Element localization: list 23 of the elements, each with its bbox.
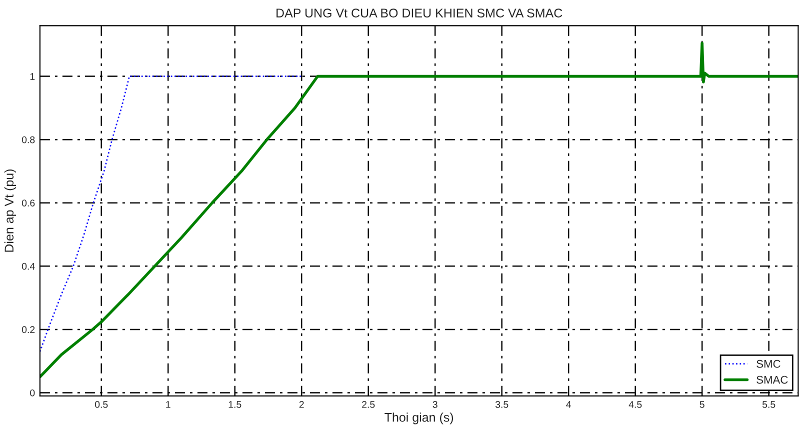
x-tick-label: 3.5	[495, 401, 508, 408]
y-tick-label: 0.6	[22, 200, 35, 206]
x-tick-label: 5	[700, 401, 704, 408]
x-tick-label: 4.5	[628, 401, 642, 408]
x-tick-label: 3	[432, 401, 438, 408]
y-tick-label: 1	[30, 73, 35, 80]
chart-title: DAP UNG Vt CUA BO DIEU KHIEN SMC VA SMAC	[276, 8, 562, 18]
legend-label: SMC	[756, 360, 780, 368]
x-tick-label: 5.5	[762, 401, 776, 408]
y-tick-label: 0	[30, 389, 35, 396]
x-tick-label: 4	[566, 401, 572, 408]
y-tick-label: 0.8	[22, 136, 35, 144]
y-tick-label: 0.4	[22, 262, 35, 270]
line-series	[40, 76, 302, 352]
x-tick-label: 0.5	[94, 401, 108, 408]
y-tick-label: 0.2	[22, 326, 35, 334]
x-axis-title: Thoi gian (s)	[384, 412, 454, 424]
y-axis-title: Dien ap Vt (pu)	[4, 170, 16, 252]
legend-label: SMAC	[756, 376, 788, 384]
x-tick-label: 1	[166, 401, 170, 408]
x-tick-label: 1.5	[228, 401, 242, 408]
x-tick-label: 2.5	[362, 401, 375, 408]
x-tick-label: 2	[299, 401, 304, 408]
